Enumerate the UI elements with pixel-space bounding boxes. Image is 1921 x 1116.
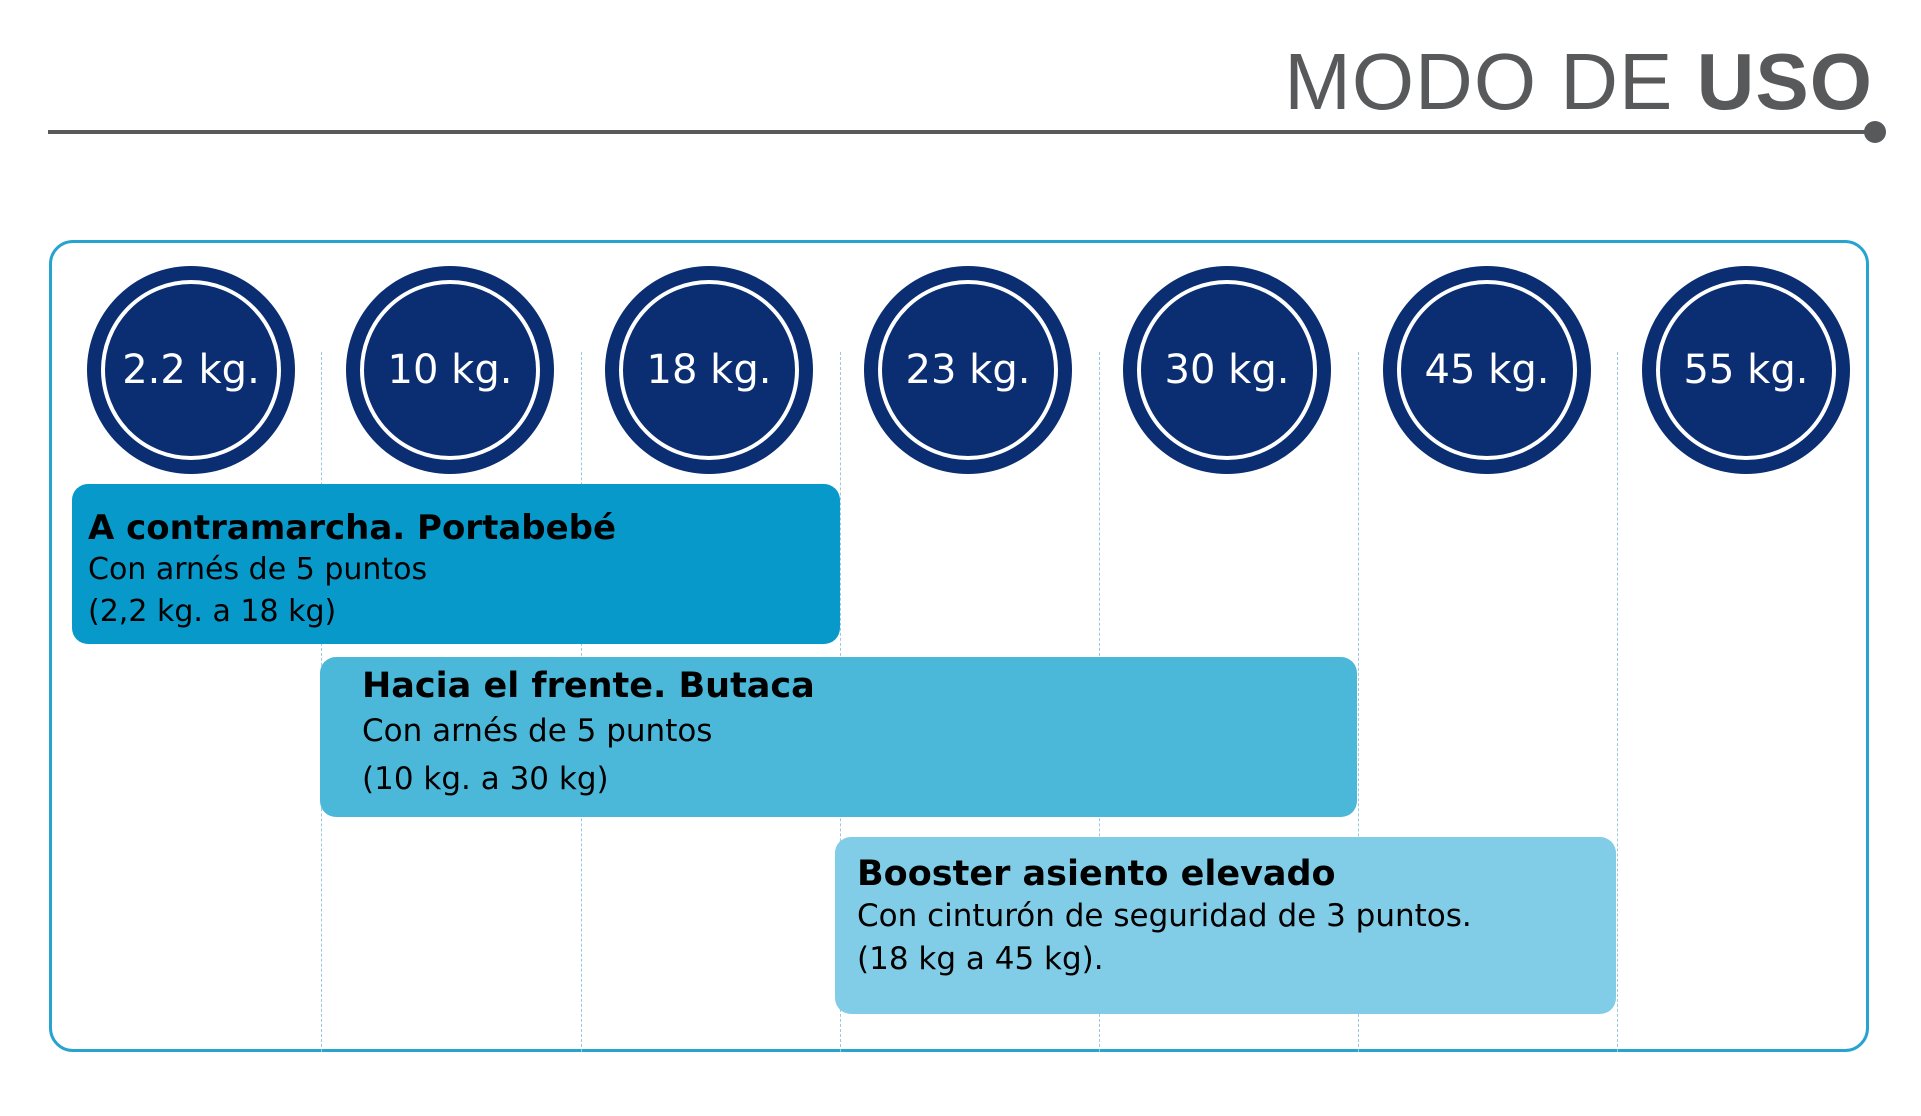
band-booster: Booster asiento elevado Con cinturón de … (835, 837, 1616, 1014)
band-harness-text: Con arnés de 5 puntos (362, 713, 713, 749)
header-divider-dot (1864, 121, 1886, 143)
band-harness-text: Con arnés de 5 puntos (88, 551, 428, 587)
weight-label: 18 kg. (646, 347, 772, 393)
weight-label: 23 kg. (905, 347, 1031, 393)
band-rear-facing: A contramarcha. Portabebé Con arnés de 5… (72, 484, 840, 644)
usage-frame (49, 240, 1869, 1052)
band-weight-range: (10 kg. a 30 kg) (362, 761, 609, 797)
weight-circle-23kg: 23 kg. (864, 266, 1072, 474)
weight-circle-45kg: 45 kg. (1383, 266, 1591, 474)
weight-label: 2.2 kg. (122, 347, 260, 393)
weight-circle-30kg: 30 kg. (1123, 266, 1331, 474)
weight-label: 30 kg. (1164, 347, 1290, 393)
band-weight-range: (2,2 kg. a 18 kg) (88, 593, 337, 629)
header-title-regular: MODO DE (1284, 37, 1697, 126)
weight-circle-55kg: 55 kg. (1642, 266, 1850, 474)
weight-label: 10 kg. (387, 347, 513, 393)
header-title: MODO DE USO (1284, 42, 1873, 122)
weight-label: 55 kg. (1683, 347, 1809, 393)
band-title: Hacia el frente. Butaca (362, 666, 815, 706)
weight-label: 45 kg. (1424, 347, 1550, 393)
weight-circle-18kg: 18 kg. (605, 266, 813, 474)
weight-circle-10kg: 10 kg. (346, 266, 554, 474)
grid-divider (1617, 352, 1618, 1052)
band-weight-range: (18 kg a 45 kg). (857, 941, 1104, 977)
band-title: A contramarcha. Portabebé (88, 508, 617, 548)
grid-divider (1358, 352, 1359, 1052)
band-title: Booster asiento elevado (857, 854, 1336, 894)
header-title-bold: USO (1696, 37, 1873, 126)
band-forward-facing: Hacia el frente. Butaca Con arnés de 5 p… (320, 657, 1357, 817)
header-divider (48, 130, 1878, 134)
band-belt-text: Con cinturón de seguridad de 3 puntos. (857, 898, 1472, 934)
weight-circle-2-2kg: 2.2 kg. (87, 266, 295, 474)
